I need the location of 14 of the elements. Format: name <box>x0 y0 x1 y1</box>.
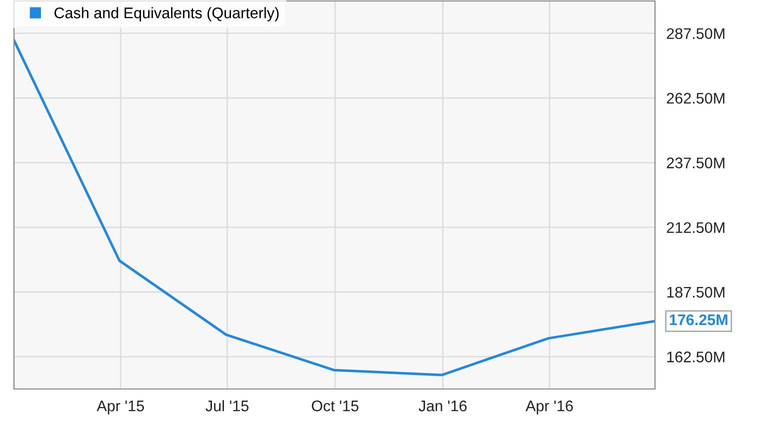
y-tick-label: 262.50M <box>666 92 724 104</box>
y-tick-label: 237.50M <box>666 158 724 168</box>
x-tick-label: Apr '16 <box>526 400 573 414</box>
y-tick-label: 212.50M <box>666 222 724 234</box>
x-tick-label: Jul '15 <box>206 400 248 412</box>
x-tick-label: Oct '15 <box>312 400 358 412</box>
x-tick-label: Jan '16 <box>418 400 467 412</box>
y-tick-label: 162.50M <box>667 352 724 362</box>
legend-label: Cash and Equivalents (Quarterly) <box>54 7 279 22</box>
y-tick-label: 287.50M <box>666 28 724 40</box>
data-label: 176.25M <box>670 314 728 326</box>
x-tick-label: Apr '15 <box>96 400 144 414</box>
y-tick-label: 187.50M <box>667 286 724 298</box>
line-series <box>14 39 655 376</box>
